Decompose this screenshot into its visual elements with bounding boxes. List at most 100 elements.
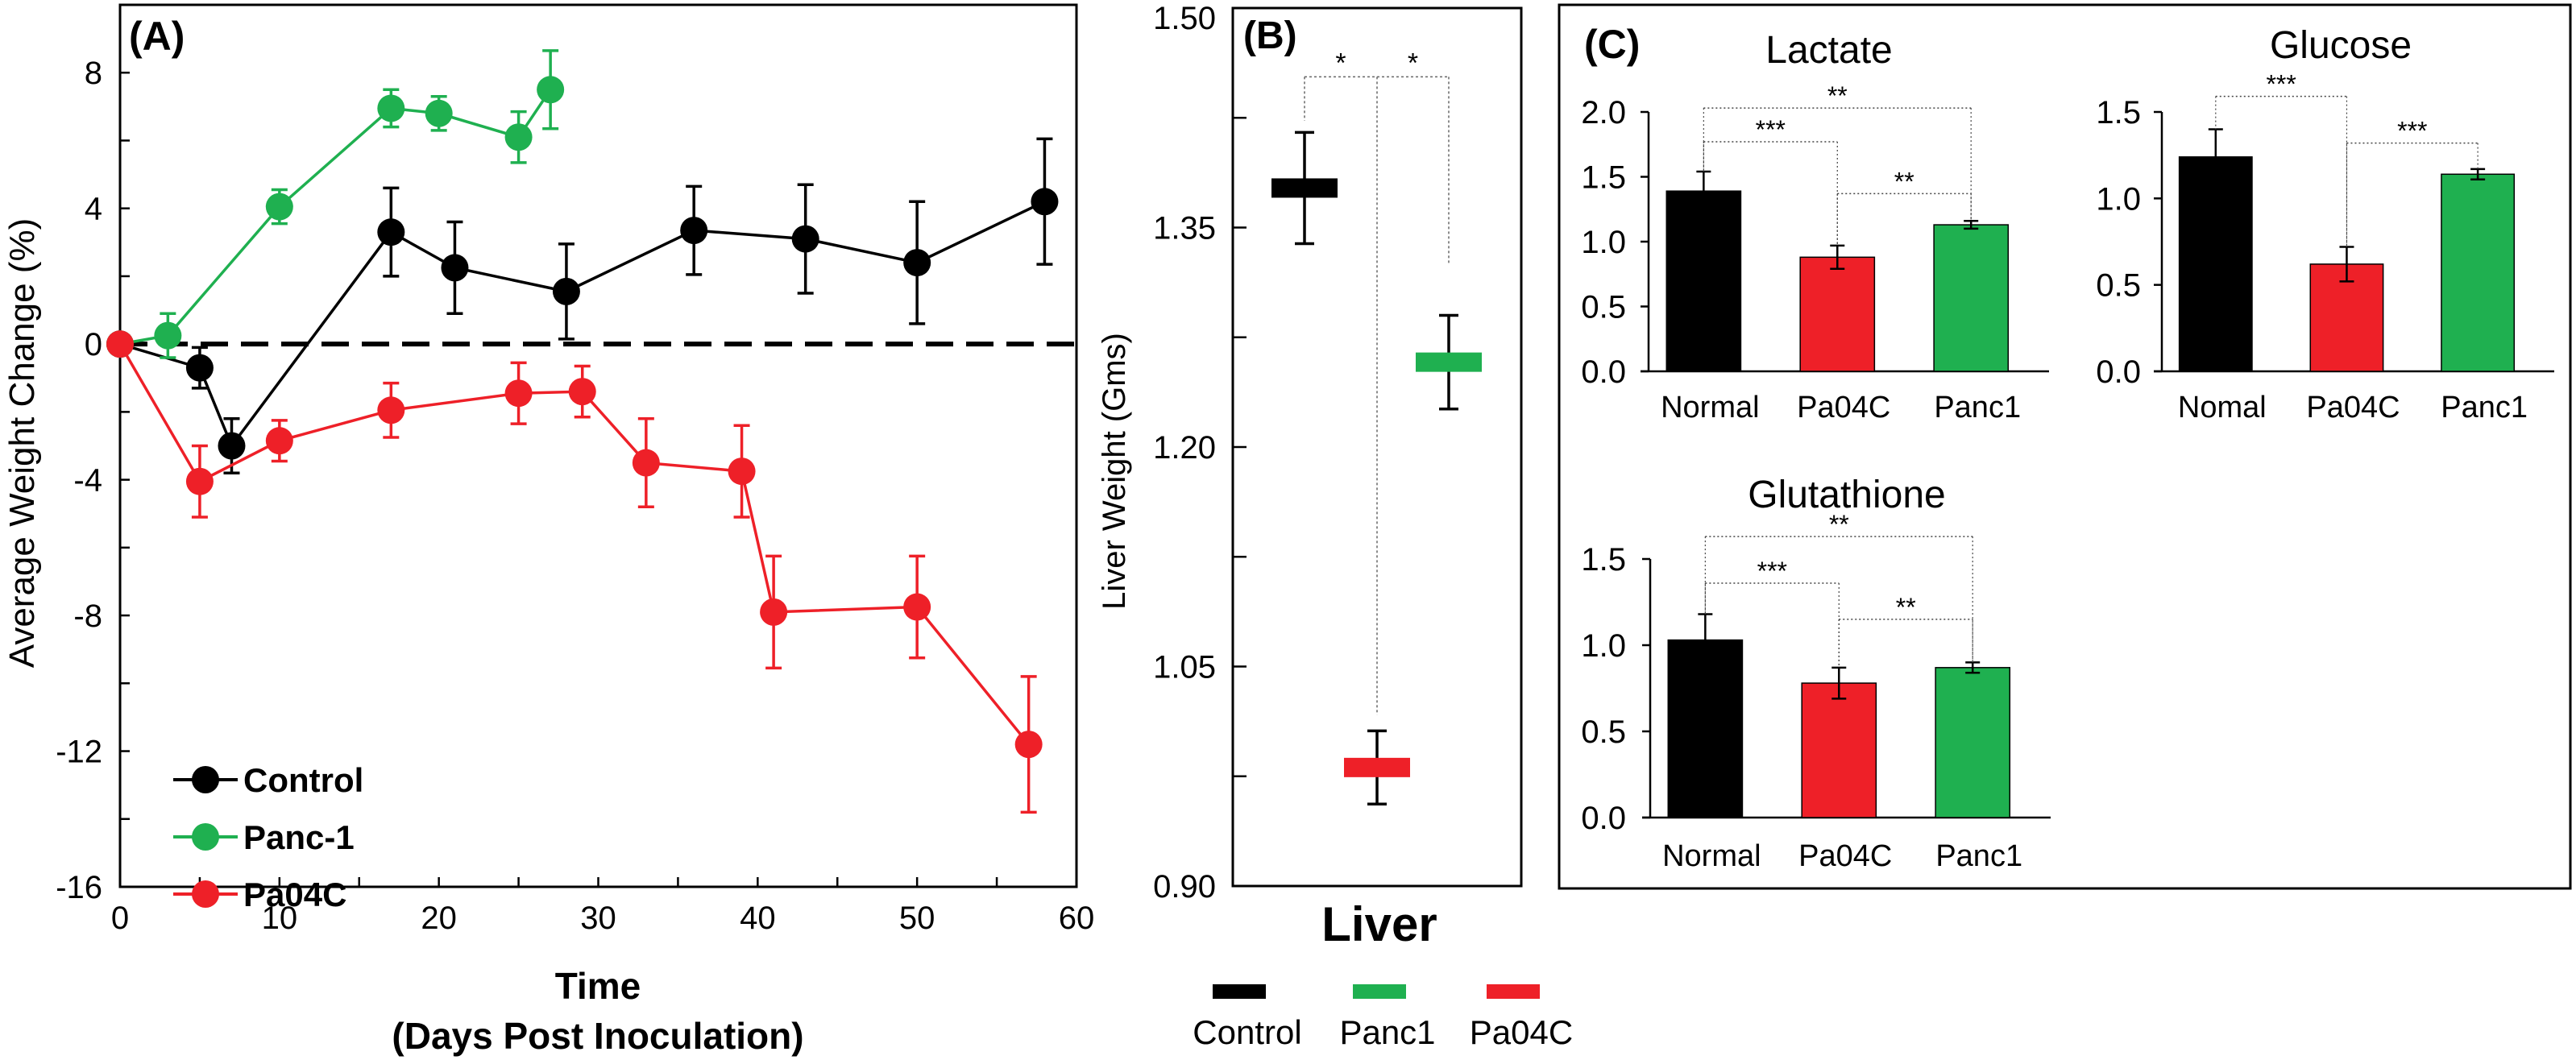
legend-marker <box>192 766 219 793</box>
significance-label: * <box>1335 48 1346 78</box>
bar-panc1 <box>1935 667 2011 818</box>
y-tick-label: 0.5 <box>2096 268 2141 304</box>
data-point <box>1031 188 1059 216</box>
data-point <box>537 76 565 104</box>
data-point <box>106 330 134 358</box>
mean-marker-panc1 <box>1416 352 1482 372</box>
x-tick-label: 10 <box>262 901 298 936</box>
category-label: Pa04C <box>1798 839 1892 873</box>
data-point <box>552 277 580 305</box>
data-point <box>154 321 182 350</box>
significance-label: ** <box>1896 593 1916 622</box>
panel-c-label: (C) <box>1584 22 1640 67</box>
data-point <box>377 218 405 246</box>
panel-a-ylabel: Average Weight Change (%) <box>2 218 42 668</box>
legend-marker <box>192 880 219 908</box>
x-tick-label: 40 <box>740 901 776 936</box>
category-label: Panc1 <box>1935 839 2022 873</box>
series-line-pa04c <box>118 343 1031 746</box>
y-tick-label: -4 <box>73 463 102 499</box>
panel-a-xlabel: Time <box>555 965 641 1007</box>
legend-label: Control <box>1193 1013 1301 1051</box>
significance-label: *** <box>2397 117 2427 146</box>
y-tick-label: 1.20 <box>1153 430 1216 466</box>
significance-label: *** <box>2266 70 2296 99</box>
panel-a-label: (A) <box>129 14 185 59</box>
y-tick-label: 1.35 <box>1153 211 1216 246</box>
y-tick-label: 1.5 <box>1581 160 1626 196</box>
legend-marker <box>192 823 219 851</box>
glucose-title: Glucose <box>2270 24 2412 67</box>
category-label: Nomal <box>2178 391 2267 424</box>
legend-swatch <box>1487 984 1540 999</box>
bar-pa04c <box>1799 256 1876 372</box>
significance-label: ** <box>1829 510 1849 539</box>
y-tick-label: 0.5 <box>1581 290 1626 325</box>
y-tick-label: -16 <box>56 870 102 905</box>
data-point <box>377 94 405 122</box>
y-tick-label: -8 <box>73 598 102 634</box>
data-point <box>218 432 246 460</box>
data-point <box>568 378 596 406</box>
data-point <box>265 193 293 221</box>
y-tick-label: 8 <box>85 56 102 91</box>
data-point <box>504 123 533 151</box>
data-point <box>377 396 405 424</box>
y-tick-label: 4 <box>85 192 102 227</box>
y-tick-label: 1.05 <box>1153 650 1216 685</box>
mean-marker-control <box>1271 178 1338 198</box>
lactate-title: Lactate <box>1765 29 1892 72</box>
x-tick-label: 20 <box>421 901 457 936</box>
y-tick-label: 2.0 <box>1581 95 1626 130</box>
data-point <box>791 225 819 253</box>
significance-label: *** <box>1756 115 1786 144</box>
y-tick-label: 0.0 <box>2096 354 2141 390</box>
panel-c-frame <box>1558 3 2572 890</box>
data-point <box>425 99 453 127</box>
significance-label: *** <box>1757 557 1787 586</box>
data-point <box>903 593 931 621</box>
panel-b-ylabel: Liver Weight (Gms) <box>1097 333 1132 610</box>
x-tick-label: 0 <box>111 901 129 936</box>
category-label: Normal <box>1662 839 1761 873</box>
data-point <box>632 449 660 477</box>
category-label: Panc1 <box>1934 391 2021 424</box>
series-line-control <box>119 200 1046 449</box>
y-tick-label: 1.5 <box>1581 542 1626 578</box>
legend-label: Control <box>243 761 363 799</box>
legend-swatch <box>1353 984 1406 999</box>
panel-b-xlabel: Liver <box>1321 897 1437 951</box>
bar-nomal <box>2178 156 2253 372</box>
category-label: Normal <box>1661 391 1759 424</box>
legend-label: Pa04C <box>243 876 346 913</box>
mean-marker-pa04c <box>1344 757 1410 777</box>
bar-panc1 <box>2441 173 2516 372</box>
y-tick-label: -12 <box>56 735 102 770</box>
bar-normal <box>1667 639 1744 818</box>
data-point <box>504 379 533 408</box>
y-tick-label: 0.0 <box>1581 801 1626 836</box>
bar-normal <box>1665 190 1742 372</box>
data-point <box>185 354 214 382</box>
y-tick-label: 1.0 <box>2096 181 2141 217</box>
x-tick-label: 30 <box>580 901 616 936</box>
legend-label: Panc-1 <box>243 818 355 856</box>
x-tick-label: 60 <box>1059 901 1095 936</box>
data-point <box>760 598 788 626</box>
legend-label: Panc1 <box>1339 1013 1435 1051</box>
x-tick-label: 50 <box>899 901 935 936</box>
y-tick-label: 1.0 <box>1581 628 1626 664</box>
category-label: Pa04C <box>1797 391 1890 424</box>
data-point <box>265 427 293 455</box>
category-label: Pa04C <box>2306 391 2400 424</box>
data-point <box>185 467 214 495</box>
y-tick-label: 1.50 <box>1153 1 1216 36</box>
panel-a-xlabel-sub: (Days Post Inoculation) <box>392 1015 803 1057</box>
significance-label: ** <box>1827 81 1848 110</box>
glutathione-title: Glutathione <box>1748 474 1946 516</box>
category-label: Panc1 <box>2441 391 2528 424</box>
panel-a-frame <box>118 3 1078 888</box>
data-point <box>903 249 931 277</box>
legend-label: Pa04C <box>1470 1013 1573 1051</box>
